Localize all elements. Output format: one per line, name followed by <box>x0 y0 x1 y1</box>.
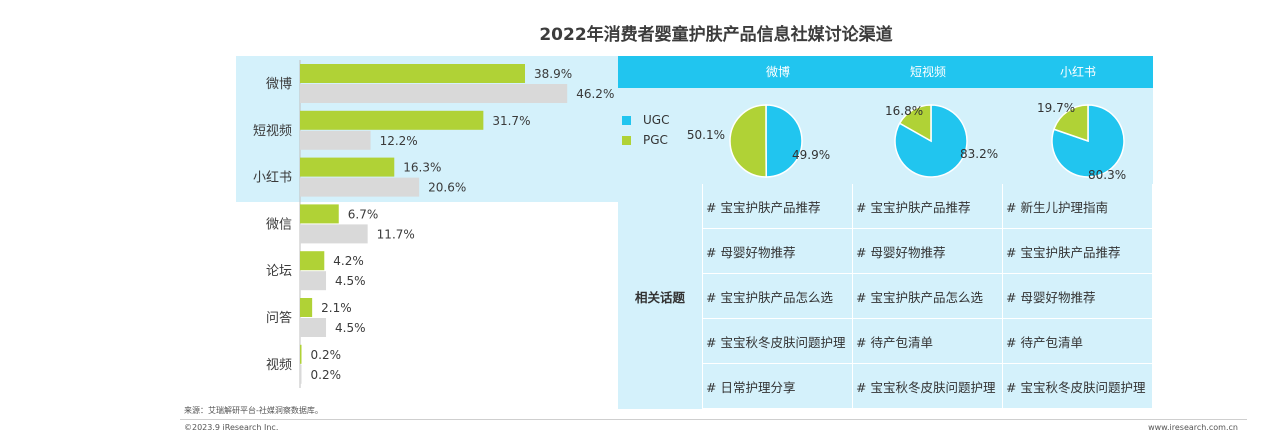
bar-series-2 <box>300 84 568 103</box>
bar-series-1 <box>300 298 313 317</box>
pie-legend: UGC PGC <box>622 110 669 150</box>
legend-item-ugc: UGC <box>622 110 669 130</box>
category-label: 微信 <box>266 217 292 232</box>
bar-value-label: 38.9% <box>534 67 572 81</box>
category-label: 微博 <box>266 77 292 92</box>
bar-series-1 <box>300 110 484 130</box>
legend-label-ugc: UGC <box>643 113 670 127</box>
bar-series-1 <box>300 251 325 271</box>
topic-cell: # 宝宝护肤产品怎么选 <box>853 274 1003 319</box>
bar-series-1 <box>300 64 525 83</box>
category-label: 小红书 <box>253 170 292 186</box>
topic-cell: # 新生儿护理指南 <box>1003 184 1153 229</box>
copyright: ©2023.9 iResearch Inc. <box>184 423 279 432</box>
topics-row-label: 相关话题 <box>618 184 703 409</box>
column-header-weibo: 微博 <box>765 65 790 79</box>
bar-value-label: 6.7% <box>348 207 379 221</box>
topics-table: # 宝宝护肤产品推荐 # 宝宝护肤产品推荐 # 新生儿护理指南 # 母婴好物推荐 # 母… <box>703 184 1153 409</box>
bar-series-2 <box>300 224 368 244</box>
pie-value-label: 80.3% <box>1088 168 1126 182</box>
category-label: 视频 <box>266 358 292 373</box>
pie-slice-pgc <box>898 104 932 143</box>
topic-cell: # 宝宝护肤产品推荐 <box>703 184 853 229</box>
topic-cell: # 宝宝秋冬皮肤问题护理 <box>703 319 853 364</box>
bar-series-2 <box>300 177 420 197</box>
pie-value-label: 83.2% <box>960 147 998 161</box>
topic-cell: # 宝宝护肤产品推荐 <box>853 184 1003 229</box>
bar-value-label: 31.7% <box>492 114 530 128</box>
bar-value-label: 4.5% <box>335 321 366 335</box>
bar-value-label: 0.2% <box>311 368 342 382</box>
topics-band <box>618 184 1153 409</box>
pie-value-label: 49.9% <box>792 148 830 162</box>
bar-value-label: 12.2% <box>380 134 418 148</box>
legend-swatch-ugc <box>622 115 631 125</box>
topic-cell: # 待产包清单 <box>1003 319 1153 364</box>
bar-series-2 <box>300 130 371 150</box>
bar-series-1 <box>300 157 395 177</box>
pie-slice-pgc <box>729 104 767 178</box>
bar-value-label: 11.7% <box>377 227 415 241</box>
bar-series-2 <box>300 318 327 337</box>
topic-cell: # 母婴好物推荐 <box>1003 274 1153 319</box>
pie-slice-ugc <box>765 104 803 178</box>
website: www.iresearch.com.cn <box>1148 423 1238 432</box>
topic-cell: # 宝宝护肤产品推荐 <box>1003 229 1153 274</box>
topic-cell: # 待产包清单 <box>853 319 1003 364</box>
bar-value-label: 20.6% <box>428 181 466 195</box>
bar-value-label: 46.2% <box>576 87 614 101</box>
bar-series-1 <box>300 204 339 224</box>
legend-item-pgc: PGC <box>622 130 669 150</box>
pie-value-label: 19.7% <box>1037 101 1075 115</box>
bar-value-label: 2.1% <box>321 301 352 315</box>
bar-value-label: 4.5% <box>335 274 366 288</box>
pie-slice-pgc <box>1053 104 1089 143</box>
legend-label-pgc: PGC <box>643 133 668 147</box>
bar-series-2 <box>300 271 327 291</box>
column-header-xiaohongshu: 小红书 <box>1059 65 1096 79</box>
topic-cell: # 母婴好物推荐 <box>703 229 853 274</box>
topic-cell: # 宝宝护肤产品怎么选 <box>703 274 853 319</box>
pie-value-label: 16.8% <box>885 104 923 118</box>
bar-value-label: 4.2% <box>333 254 364 268</box>
category-label: 问答 <box>266 310 292 326</box>
footer-divider <box>180 419 1247 420</box>
column-header-short-video: 短视频 <box>909 65 946 79</box>
column-header-band <box>618 56 1153 88</box>
bar-series-2 <box>300 364 302 384</box>
source-note: 来源：艾瑞解研平台-社媒洞察数据库。 <box>184 406 323 415</box>
bar-value-label: 16.3% <box>403 161 441 175</box>
category-label: 短视频 <box>253 124 292 139</box>
bar-value-label: 0.2% <box>311 348 342 362</box>
chart-title: 2022年消费者婴童护肤产品信息社媒讨论渠道 <box>539 25 893 45</box>
topic-cell: # 日常护理分享 <box>703 364 853 409</box>
pie-value-label: 50.1% <box>687 128 725 142</box>
topic-cell: # 母婴好物推荐 <box>853 229 1003 274</box>
category-label: 论坛 <box>266 264 292 279</box>
topic-cell: # 宝宝秋冬皮肤问题护理 <box>853 364 1003 409</box>
bar-series-1 <box>300 344 302 364</box>
topic-cell: # 宝宝秋冬皮肤问题护理 <box>1003 364 1153 409</box>
legend-swatch-pgc <box>622 135 631 145</box>
